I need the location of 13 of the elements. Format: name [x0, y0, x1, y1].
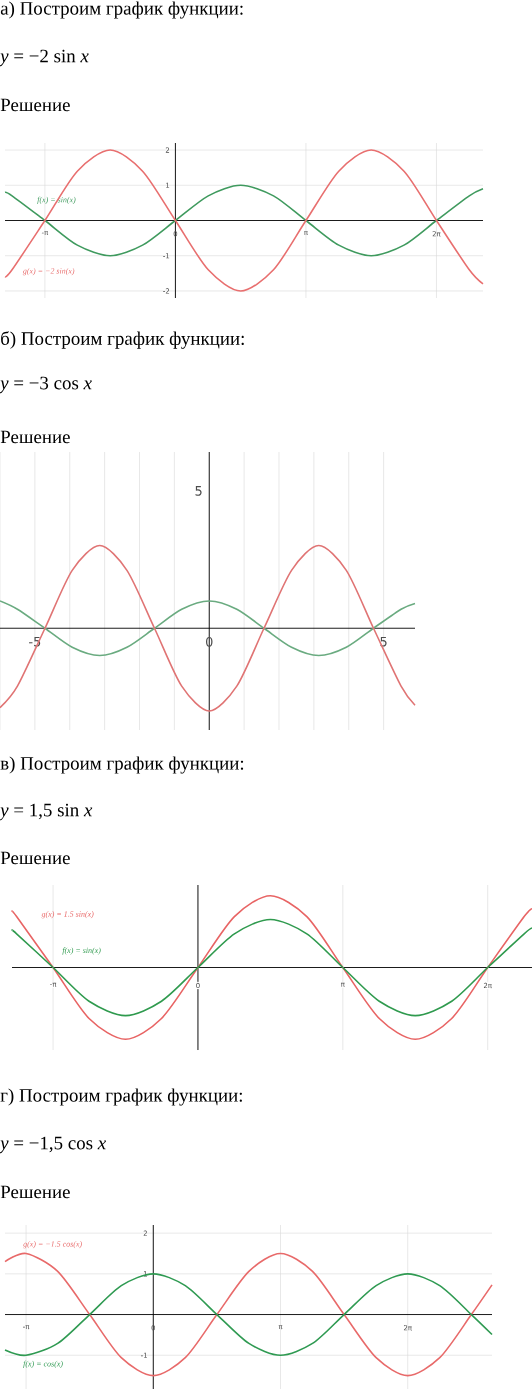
line-series — [4, 184, 484, 257]
chart-title: а) Построим график функции: — [0, 1, 243, 19]
chart-title: б) Построим график функции: — [1, 331, 244, 349]
chart-title: г) Построим график функции: — [0, 1088, 242, 1106]
line-series — [4, 1273, 493, 1357]
x-tick-label: 5 — [380, 636, 387, 647]
text: Решение — [0, 430, 70, 444]
text: 5 — [195, 486, 202, 496]
line-series — [4, 1252, 493, 1377]
text: Решение — [0, 1185, 70, 1199]
text: Решение — [0, 851, 70, 865]
chart-title: в) Построим график функции: — [0, 756, 244, 774]
text: Решение — [0, 98, 70, 112]
